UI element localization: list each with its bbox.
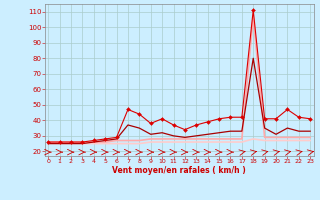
X-axis label: Vent moyen/en rafales ( km/h ): Vent moyen/en rafales ( km/h ) bbox=[112, 166, 246, 175]
